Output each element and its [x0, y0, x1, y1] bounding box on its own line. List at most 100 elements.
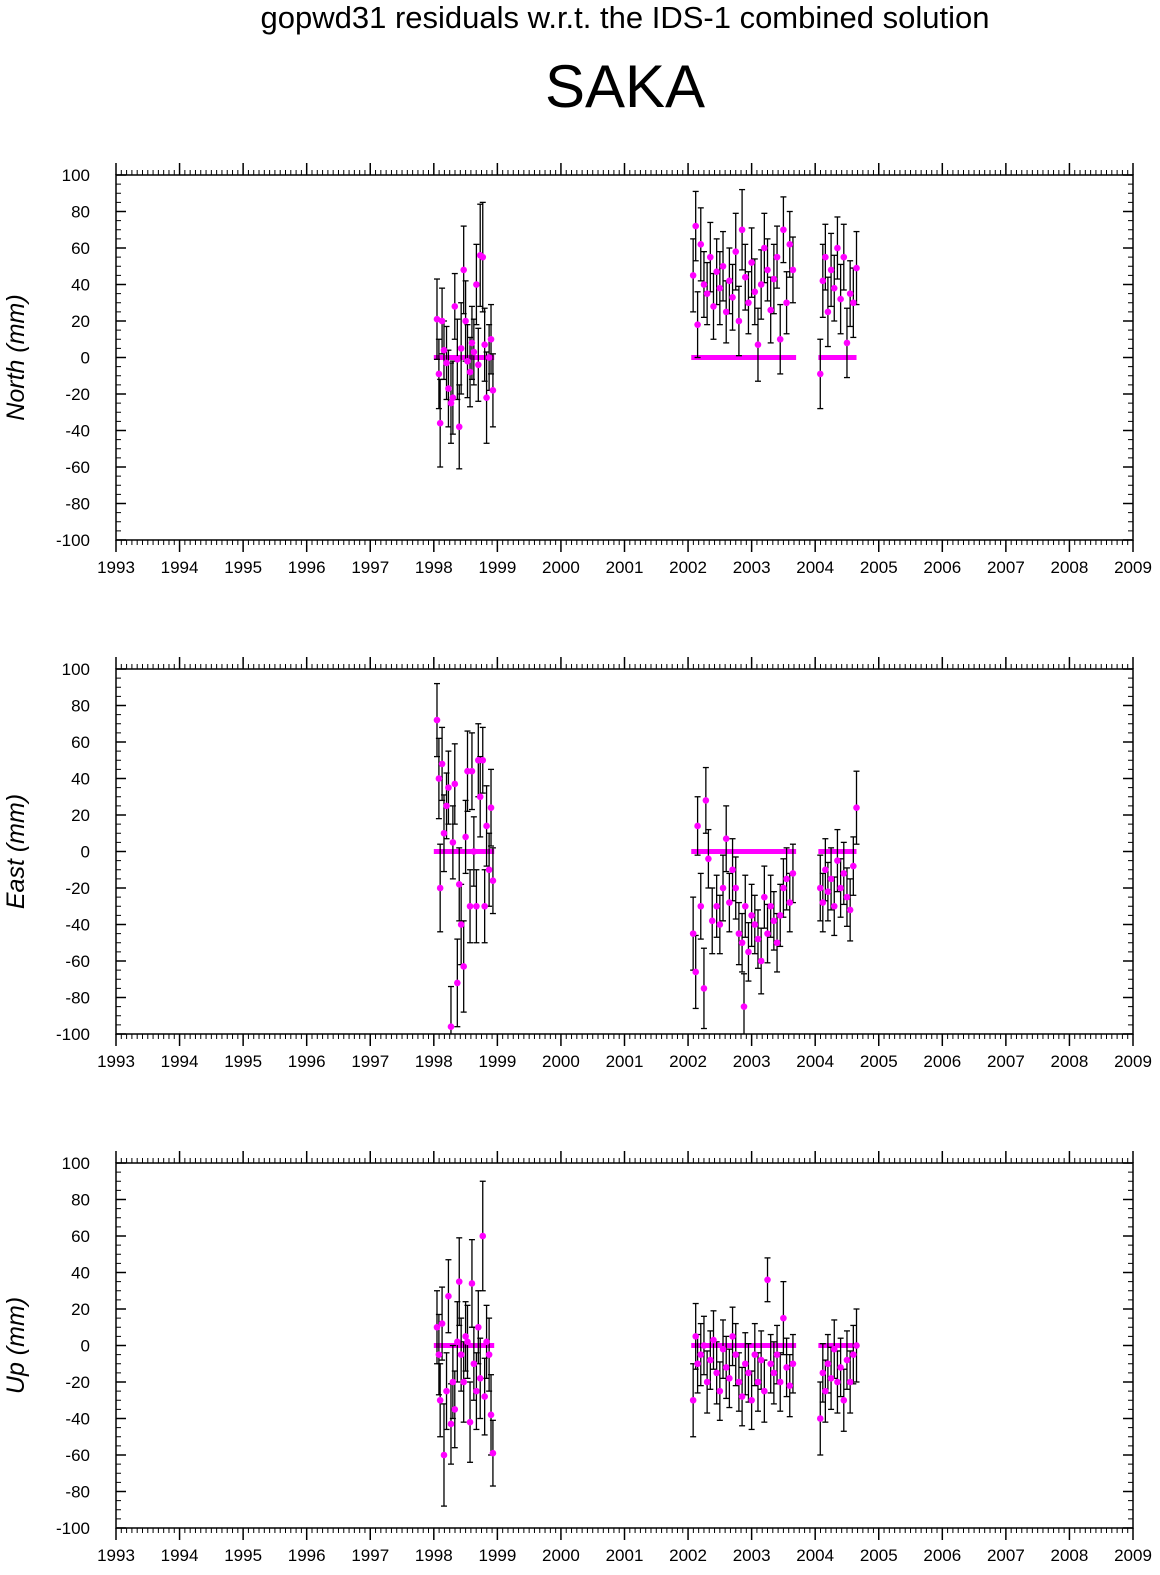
y-tick-label: -40 [65, 422, 90, 441]
x-tick-label: 2007 [987, 1052, 1025, 1071]
data-point [754, 935, 762, 943]
x-tick-label: 2003 [733, 1546, 771, 1565]
data-point [840, 253, 848, 261]
data-point [843, 893, 851, 901]
data-point [824, 888, 832, 895]
data-point [470, 348, 478, 356]
data-point [735, 1378, 743, 1386]
y-axis-title: Up (mm) [2, 1297, 30, 1394]
data-point [783, 1364, 790, 1371]
data-layer [433, 682, 860, 1034]
data-point [703, 290, 711, 297]
data-point [741, 273, 749, 281]
data-point [770, 917, 778, 925]
y-tick-label: -80 [65, 1483, 90, 1502]
data-point [822, 1387, 829, 1395]
x-tick-label: 2009 [1114, 1052, 1152, 1071]
x-tick-label: 2008 [1051, 558, 1089, 577]
data-point [819, 277, 827, 285]
data-point [726, 277, 733, 285]
x-tick-label: 1995 [224, 1052, 262, 1071]
data-point [697, 241, 705, 248]
data-point [700, 985, 708, 992]
data-point [732, 248, 740, 255]
x-tick-label: 1997 [351, 1052, 389, 1071]
data-point [819, 1369, 827, 1377]
x-tick-label: 2008 [1051, 1546, 1089, 1565]
x-tick-label: 2001 [606, 1052, 644, 1071]
plot-frame [115, 1162, 1134, 1529]
data-point [843, 339, 851, 347]
data-point [827, 1375, 835, 1382]
data-point [702, 797, 710, 804]
data-point [489, 387, 497, 394]
x-tick-label: 1999 [478, 558, 516, 577]
data-point [713, 268, 720, 276]
data-point [694, 1360, 701, 1368]
data-point [757, 281, 765, 288]
data-point [476, 793, 484, 801]
y-axis-title: North (mm) [2, 294, 30, 420]
y-tick-label: 20 [71, 312, 90, 331]
data-point [436, 1396, 444, 1404]
data-point [819, 899, 827, 906]
data-point [822, 866, 829, 874]
data-point [761, 1387, 768, 1395]
data-point [700, 1342, 708, 1349]
data-point [710, 1336, 717, 1344]
y-tick-label: 60 [71, 733, 90, 752]
data-point [708, 917, 716, 925]
data-point [707, 1356, 714, 1364]
data-point [454, 1338, 461, 1346]
data-point [710, 303, 717, 310]
data-point [703, 1378, 711, 1386]
y-tick-label: -100 [56, 1025, 90, 1044]
data-point [776, 912, 784, 919]
data-point [454, 356, 461, 363]
y-tick-label: -20 [65, 1373, 90, 1392]
data-point [767, 902, 774, 910]
data-point [455, 881, 463, 888]
data-point [475, 1323, 482, 1331]
data-point [719, 1345, 727, 1353]
y-tick-label: 80 [71, 1191, 90, 1210]
y-tick-label: 60 [71, 239, 90, 258]
x-tick-label: 1994 [161, 1546, 199, 1565]
data-point [433, 716, 441, 724]
x-tick-label: 1996 [288, 1052, 326, 1071]
y-tick-label: 80 [71, 697, 90, 716]
data-point [489, 877, 497, 884]
data-point [729, 866, 736, 874]
x-tick-label: 2006 [923, 558, 961, 577]
x-tick-label: 2001 [606, 558, 644, 577]
data-point [786, 1382, 794, 1389]
data-point [741, 1360, 749, 1368]
data-point [745, 948, 752, 956]
panel-3: 1993 1994 1995 1996 1997 1998 1999 2000 2001 2002… [2, 1151, 1152, 1565]
data-point [700, 281, 708, 288]
data-point [464, 1338, 471, 1346]
data-point [466, 1418, 474, 1426]
data-point [707, 253, 714, 261]
y-tick-label: -60 [65, 1446, 90, 1465]
data-point [850, 862, 857, 870]
x-tick-label: 1997 [351, 558, 389, 577]
data-point [751, 921, 759, 928]
x-tick-label: 2005 [860, 1052, 898, 1071]
x-tick-label: 1995 [224, 558, 262, 577]
x-tick-label: 2002 [669, 1546, 707, 1565]
chart-title: gopwd31 residuals w.r.t. the IDS-1 combi… [260, 0, 990, 35]
x-tick-label: 1996 [288, 1546, 326, 1565]
data-point [462, 833, 469, 841]
data-point [783, 299, 790, 307]
data-point [487, 335, 495, 343]
y-axis-title: East (mm) [2, 794, 30, 909]
data-point [850, 299, 857, 307]
data-point [460, 1378, 467, 1386]
data-point [449, 1378, 457, 1386]
data-point [751, 288, 759, 296]
x-tick-label: 1995 [224, 1546, 262, 1565]
data-point [713, 1369, 720, 1377]
data-point [816, 884, 824, 892]
x-tick-label: 1998 [415, 1546, 453, 1565]
